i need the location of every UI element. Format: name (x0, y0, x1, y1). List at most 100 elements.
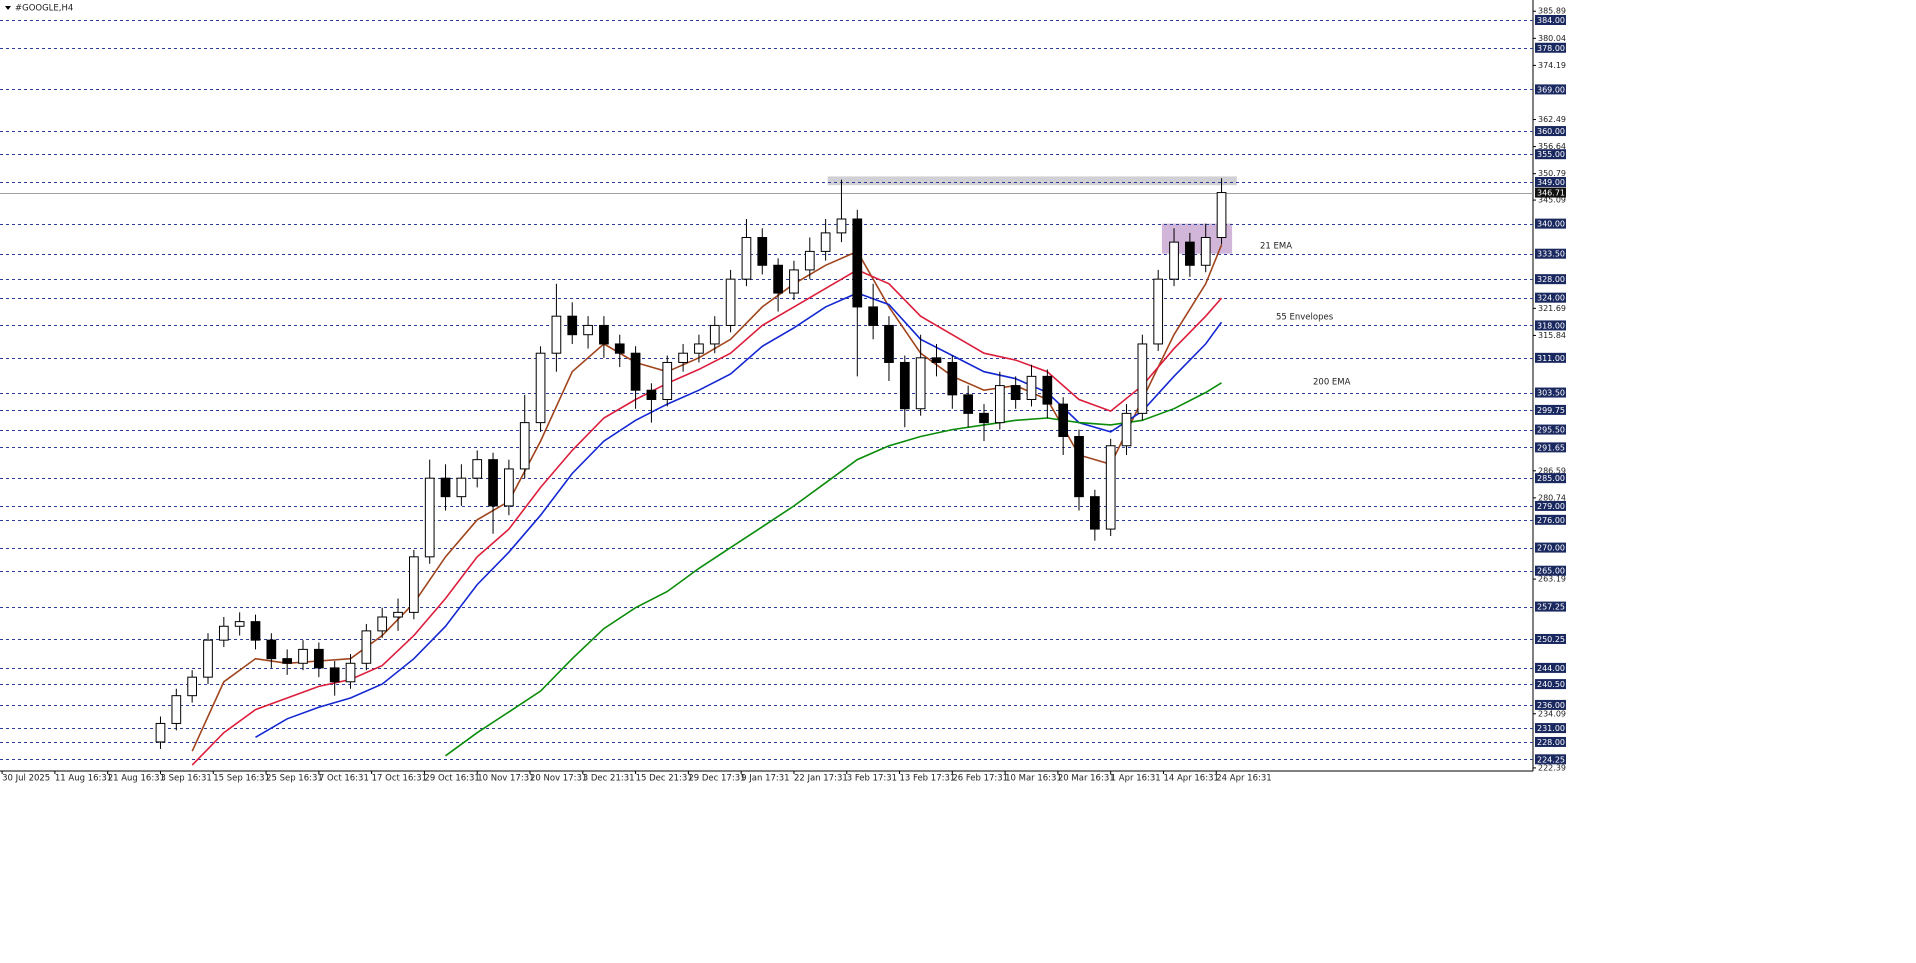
x-tick-label: 30 Jul 2025 (2, 774, 50, 784)
level-label: 279.00 (1537, 502, 1565, 511)
candle-body (789, 269, 799, 294)
x-tick-label: 22 Jan 17:31 (794, 774, 848, 784)
y-tick-label: 263.19 (1538, 575, 1566, 584)
candle-body (218, 625, 229, 641)
candle-body (567, 315, 578, 336)
y-tick-label: 356.64 (1538, 142, 1566, 151)
level-label-box (1535, 442, 1566, 453)
candle-body (1010, 385, 1021, 400)
level-label: 384.00 (1537, 16, 1565, 25)
level-label: 333.50 (1537, 250, 1565, 259)
x-tick-label: 3 Dec 21:31 (583, 774, 635, 784)
candle-body (234, 621, 245, 627)
level-label: 250.25 (1537, 635, 1565, 644)
candle-body (171, 695, 182, 724)
candle-body (535, 352, 546, 424)
level-label-box (1535, 473, 1566, 484)
x-tick-label: 29 Oct 16:31 (424, 774, 479, 784)
candle-body (646, 389, 657, 400)
level-label-box (1535, 662, 1566, 673)
level-label-box (1535, 633, 1566, 644)
level-label-box (1535, 699, 1566, 710)
y-tick-label: 362.49 (1538, 115, 1566, 124)
candle-body (345, 662, 356, 683)
x-tick-label: 21 Aug 16:31 (108, 774, 165, 784)
candle-body (551, 315, 562, 354)
x-tick-label: 7 Oct 16:31 (319, 774, 369, 784)
y-tick-label: 280.74 (1538, 493, 1566, 502)
level-label-box (1535, 149, 1566, 160)
candle-body (868, 306, 878, 326)
x-tick-label: 15 Dec 21:31 (636, 774, 693, 784)
level-label-box (1535, 84, 1566, 95)
level-label: 257.25 (1537, 603, 1565, 612)
y-tick-label: 286.59 (1538, 466, 1566, 475)
candle-body (899, 361, 910, 410)
indicator-line (191, 269, 1223, 766)
y-tick-label: 222.39 (1538, 763, 1566, 772)
candle-body (298, 648, 308, 664)
candle-body (1058, 403, 1069, 438)
candle-body (630, 352, 641, 391)
candle-body (187, 676, 198, 697)
menu-arrow[interactable] (5, 6, 11, 10)
y-tick-label: 321.69 (1538, 304, 1566, 313)
candle-body (725, 278, 736, 326)
candle-body (313, 648, 324, 669)
level-label: 228.00 (1537, 738, 1565, 747)
level-label-box (1535, 248, 1566, 259)
candle-body (963, 394, 974, 414)
candle-body (488, 459, 498, 507)
level-label-box (1535, 514, 1566, 525)
level-label: 299.75 (1537, 406, 1565, 415)
candle-body (804, 250, 815, 271)
level-label-box (1535, 126, 1566, 137)
x-tick-label: 10 Mar 16:31 (1005, 774, 1062, 784)
x-tick-label: 9 Jan 17:31 (741, 774, 789, 784)
candle-body (1074, 436, 1084, 498)
candle-body (1089, 496, 1100, 530)
level-label-box (1535, 387, 1566, 398)
x-tick-label: 26 Feb 17:31 (952, 774, 1008, 784)
candle-body (377, 616, 388, 632)
candle-body (456, 477, 467, 498)
candle-body (757, 237, 768, 266)
indicator-label: 200 EMA (1313, 378, 1351, 388)
candle-body (678, 352, 688, 363)
x-tick-label: 24 Apr 16:31 (1216, 774, 1271, 784)
candle-body (329, 667, 340, 683)
candle-body (820, 232, 831, 252)
level-label-box (1535, 404, 1566, 415)
level-label: 378.00 (1537, 44, 1565, 53)
level-label-box (1535, 320, 1566, 331)
x-tick-label: 20 Nov 17:31 (530, 774, 587, 784)
candle-body (266, 639, 277, 660)
y-tick-label: 380.04 (1538, 34, 1566, 43)
x-tick-label: 14 Apr 16:31 (1163, 774, 1218, 784)
candle-body (583, 324, 593, 336)
level-label: 311.00 (1537, 354, 1565, 363)
candle-body (1026, 375, 1037, 400)
candle-body (250, 621, 261, 641)
candle-body (614, 343, 625, 354)
candle-body (203, 639, 213, 678)
indicator-label: 21 EMA (1260, 242, 1292, 252)
candle-body (361, 630, 372, 664)
candle-body (1200, 237, 1211, 266)
x-tick-label: 3 Feb 17:31 (847, 774, 897, 784)
candle-body (1137, 343, 1148, 414)
candle-body (694, 343, 704, 354)
x-tick-label: 11 Aug 16:31 (55, 774, 112, 784)
level-label: 240.50 (1537, 680, 1565, 689)
candle-body (440, 477, 451, 498)
candle-body (282, 658, 293, 664)
level-label: 224.25 (1537, 755, 1565, 764)
level-label: 318.00 (1537, 321, 1565, 330)
candle-body (979, 412, 989, 424)
level-label-box (1535, 565, 1566, 576)
current-price-box (1535, 187, 1566, 198)
level-label-box (1535, 542, 1566, 553)
level-label: 295.50 (1537, 426, 1565, 435)
candle-body (1105, 445, 1116, 530)
